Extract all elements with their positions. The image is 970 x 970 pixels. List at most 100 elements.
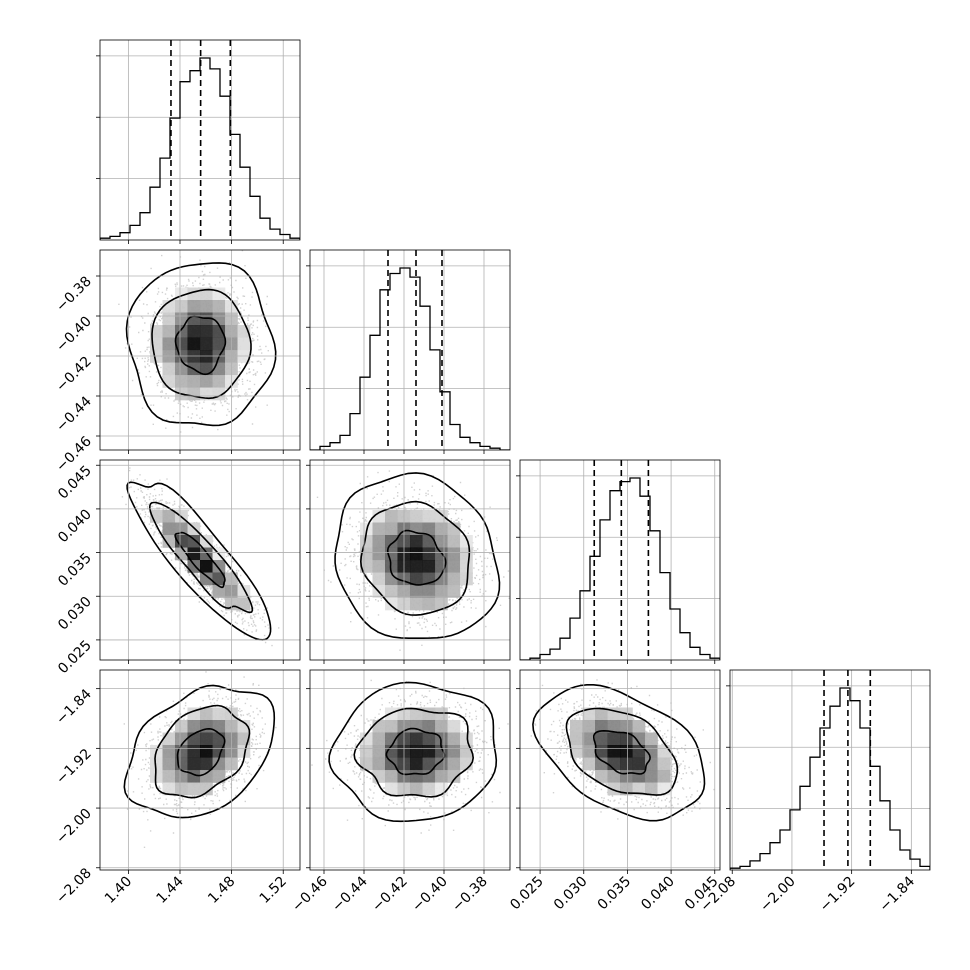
density-cell: [620, 757, 633, 771]
y-tick-label: −2.00: [53, 806, 95, 848]
x-tick-label: 1.44: [153, 873, 186, 906]
density-cell: [187, 387, 201, 401]
density-cell: [187, 375, 201, 388]
density-cell: [212, 337, 226, 351]
x-tick-label: 0.025: [507, 874, 547, 914]
density-cell: [582, 732, 596, 746]
density-cell: [212, 375, 226, 388]
x-tick-label: 1.48: [205, 874, 238, 907]
density-cell: [410, 535, 423, 548]
panel-frame: [519, 459, 721, 661]
density-cell: [620, 770, 633, 783]
density-cell: [372, 757, 386, 771]
density-cell: [237, 597, 251, 611]
scatter-panel-1-0: [96, 249, 301, 454]
density-cell: [435, 707, 448, 721]
density-cell: [385, 547, 398, 561]
panel-frame: [729, 669, 931, 871]
density-cell: [657, 770, 671, 783]
panel-frame: [99, 459, 301, 661]
y-tick-label: −1.84: [53, 686, 95, 728]
density-cell: [410, 707, 423, 721]
contour-0: [593, 729, 651, 775]
density-cell: [607, 782, 621, 796]
panel-frame: [99, 249, 301, 451]
density-cell: [385, 560, 398, 573]
density-cell: [447, 585, 461, 598]
density-cell: [162, 362, 176, 376]
density-cell: [372, 535, 386, 548]
density-cell: [410, 782, 423, 796]
density-cell: [632, 757, 646, 771]
histogram-3: [730, 687, 930, 870]
density-cell: [632, 720, 646, 733]
density-cell: [447, 770, 461, 783]
density-cell: [187, 560, 201, 573]
density-cell: [595, 707, 608, 721]
density-cell: [212, 325, 226, 338]
y-tick-label: 0.030: [55, 594, 95, 634]
density-cell: [435, 757, 448, 771]
density-cell: [212, 300, 226, 313]
density-cell: [422, 720, 436, 733]
density-cell: [582, 745, 596, 758]
density-cell: [162, 510, 176, 523]
density-cell: [385, 510, 398, 523]
density-cell: [422, 597, 436, 611]
hist-panel-0: [96, 39, 301, 244]
density-cell: [607, 745, 621, 758]
density-cell: [570, 720, 583, 733]
density-cell: [212, 707, 226, 721]
panel-frame: [309, 669, 511, 871]
density-cell: [447, 732, 461, 746]
density-cell: [212, 560, 226, 573]
x-tick-label: 1.40: [102, 874, 135, 907]
density-cell: [632, 770, 646, 783]
density-cell: [422, 510, 436, 523]
density-cell: [385, 782, 398, 796]
density-cell: [200, 745, 213, 758]
contour-2: [532, 684, 706, 822]
density-cell: [422, 745, 436, 758]
density-cell: [187, 547, 201, 561]
density-cell: [200, 572, 213, 586]
x-tick-label: −2.00: [757, 874, 799, 916]
density-cell: [372, 560, 386, 573]
density-cell: [422, 585, 436, 598]
density-cell: [595, 757, 608, 771]
density-cell: [372, 510, 386, 523]
density-cell: [422, 782, 436, 796]
contour-0: [386, 529, 447, 586]
panel-frame: [309, 249, 511, 451]
panel-frame: [519, 669, 721, 871]
x-tick-label: 0.035: [595, 874, 635, 914]
density-cell: [175, 770, 188, 783]
histogram-2: [520, 477, 720, 660]
density-cell: [422, 757, 436, 771]
panel-content: [118, 250, 277, 433]
density-cell: [385, 572, 398, 586]
contour-2: [123, 684, 276, 819]
density-cell: [360, 745, 373, 758]
panel-frame: [99, 39, 301, 241]
x-tick-label: −0.42: [369, 874, 411, 916]
density-cell: [237, 720, 251, 733]
y-tick-label: −0.40: [53, 314, 95, 356]
y-tick-label: −0.38: [53, 274, 95, 316]
contour-0: [385, 727, 446, 776]
density-cell: [447, 560, 461, 573]
density-cell: [385, 720, 398, 733]
density-cell: [410, 757, 423, 771]
density-cell: [372, 572, 386, 586]
density-cell: [385, 522, 398, 536]
contour-1: [154, 704, 251, 799]
density-cell: [385, 585, 398, 598]
density-cell: [200, 300, 213, 313]
x-tick-label: −0.46: [289, 873, 331, 915]
x-tick-label: −1.84: [877, 873, 919, 915]
density-cell: [200, 375, 213, 388]
scatter-panel-2-1: [306, 459, 511, 664]
y-tick-label: −0.44: [53, 393, 95, 435]
contour-2: [328, 681, 498, 823]
density-cell: [410, 745, 423, 758]
